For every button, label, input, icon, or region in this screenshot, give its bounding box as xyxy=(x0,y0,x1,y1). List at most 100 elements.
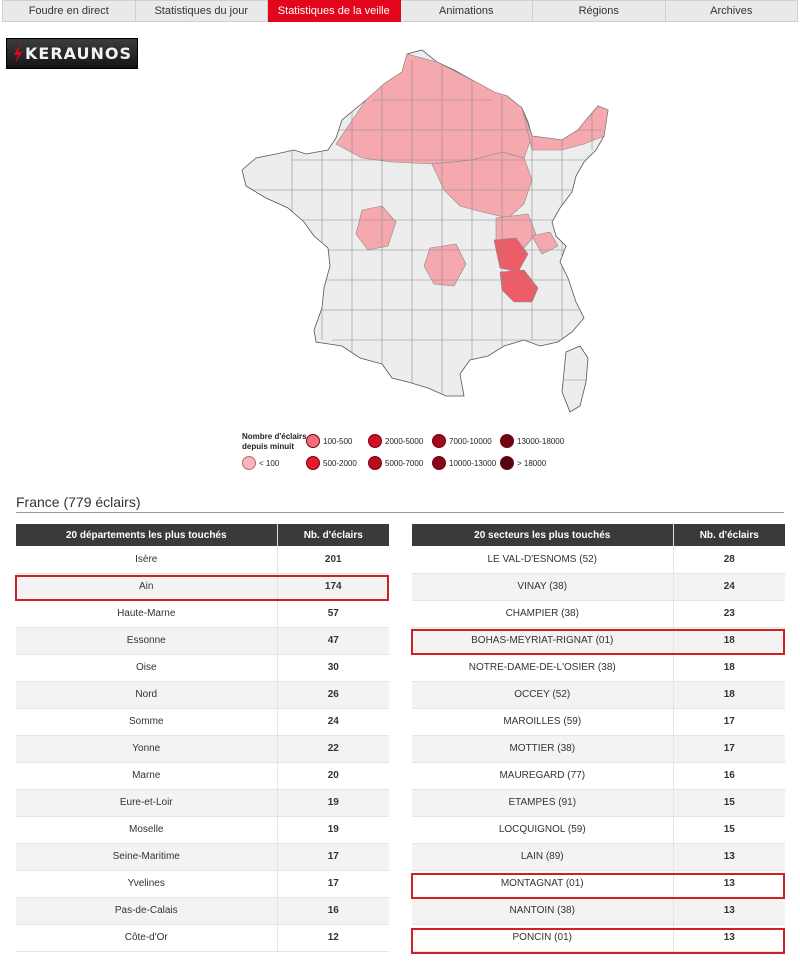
table-row: Yonne 22 xyxy=(16,735,389,763)
sector-count: 13 xyxy=(673,870,785,898)
legend-dot xyxy=(306,456,320,470)
nav-tabs: Foudre en direct Statistiques du jour St… xyxy=(2,0,798,22)
sector-name: VINAY (38) xyxy=(412,573,674,601)
sector-name: NOTRE-DAME-DE-L'OSIER (38) xyxy=(412,654,674,682)
legend-title: Nombre d'éclairs depuis minuit xyxy=(242,432,307,451)
department-count: 30 xyxy=(277,654,389,682)
departments-table: 20 départements les plus touchés Nb. d'é… xyxy=(16,524,389,952)
table-row: LOCQUIGNOL (59) 15 xyxy=(412,816,785,844)
legend-dot xyxy=(500,434,514,448)
sector-name: MOTTIER (38) xyxy=(412,735,674,763)
department-name: Haute-Marne xyxy=(16,600,278,628)
table-row: Marne 20 xyxy=(16,762,389,790)
legend-dot xyxy=(500,456,514,470)
tab-statistiques-de-la-veille[interactable]: Statistiques de la veille xyxy=(268,0,401,22)
department-count: 47 xyxy=(277,627,389,655)
department-count: 20 xyxy=(277,762,389,790)
france-lightning-map[interactable] xyxy=(232,40,612,420)
table-row: MOTTIER (38) 17 xyxy=(412,735,785,763)
sector-count: 18 xyxy=(673,654,785,682)
legend-dot xyxy=(306,434,320,448)
legend-item-gt-18000: > 18000 xyxy=(500,456,546,470)
keraunos-logo[interactable]: KERAUNOS xyxy=(6,38,138,69)
department-count: 17 xyxy=(277,843,389,871)
department-count: 19 xyxy=(277,816,389,844)
department-name: Seine-Maritime xyxy=(16,843,278,871)
sector-name: NANTOIN (38) xyxy=(412,897,674,925)
table-row: Ain 174 xyxy=(16,573,389,601)
sectors-header-name: 20 secteurs les plus touchés xyxy=(412,524,674,546)
sector-count: 24 xyxy=(673,573,785,601)
sector-name: CHAMPIER (38) xyxy=(412,600,674,628)
table-row: MONTAGNAT (01) 13 xyxy=(412,870,785,898)
department-count: 22 xyxy=(277,735,389,763)
sector-count: 18 xyxy=(673,627,785,655)
department-name: Oise xyxy=(16,654,278,682)
department-count: 174 xyxy=(277,573,389,601)
sector-count: 15 xyxy=(673,789,785,817)
sector-name: LAIN (89) xyxy=(412,843,674,871)
table-row: CHAMPIER (38) 23 xyxy=(412,600,785,628)
legend-item-10000-13000: 10000-13000 xyxy=(432,456,496,470)
table-row: Isère 201 xyxy=(16,546,389,574)
sector-name: BOHAS-MEYRIAT-RIGNAT (01) xyxy=(412,627,674,655)
sector-name: LOCQUIGNOL (59) xyxy=(412,816,674,844)
department-name: Somme xyxy=(16,708,278,736)
table-row: Pas-de-Calais 16 xyxy=(16,897,389,925)
department-name: Côte-d'Or xyxy=(16,924,278,952)
lightning-icon xyxy=(14,43,22,64)
legend-item-500-2000: 500-2000 xyxy=(306,456,357,470)
table-row: Moselle 19 xyxy=(16,816,389,844)
department-count: 17 xyxy=(277,870,389,898)
departments-header-name: 20 départements les plus touchés xyxy=(16,524,278,546)
sectors-header-count: Nb. d'éclairs xyxy=(673,524,785,546)
department-name: Pas-de-Calais xyxy=(16,897,278,925)
legend-dot xyxy=(432,456,446,470)
legend-item-5000-7000: 5000-7000 xyxy=(368,456,423,470)
table-row: NOTRE-DAME-DE-L'OSIER (38) 18 xyxy=(412,654,785,682)
sector-count: 28 xyxy=(673,546,785,574)
sectors-table: 20 secteurs les plus touchés Nb. d'éclai… xyxy=(412,524,785,952)
table-row: PONCIN (01) 13 xyxy=(412,924,785,952)
sector-name: OCCEY (52) xyxy=(412,681,674,709)
department-count: 201 xyxy=(277,546,389,574)
tab-animations[interactable]: Animations xyxy=(400,0,533,22)
table-row: LAIN (89) 13 xyxy=(412,843,785,871)
sector-count: 13 xyxy=(673,924,785,952)
legend-item-2000-5000: 2000-5000 xyxy=(368,434,423,448)
sector-count: 16 xyxy=(673,762,785,790)
table-row: MAUREGARD (77) 16 xyxy=(412,762,785,790)
department-count: 19 xyxy=(277,789,389,817)
tab-statistiques-du-jour[interactable]: Statistiques du jour xyxy=(135,0,268,22)
tab-archives[interactable]: Archives xyxy=(665,0,798,22)
table-row: VINAY (38) 24 xyxy=(412,573,785,601)
sector-count: 15 xyxy=(673,816,785,844)
table-header-row: 20 départements les plus touchés Nb. d'é… xyxy=(16,524,389,546)
legend-item-7000-10000: 7000-10000 xyxy=(432,434,492,448)
table-row: Côte-d'Or 12 xyxy=(16,924,389,952)
sector-count: 18 xyxy=(673,681,785,709)
legend-dot xyxy=(368,434,382,448)
france-summary-title: France (779 éclairs) xyxy=(16,494,141,510)
legend-dot xyxy=(432,434,446,448)
logo-text: KERAUNOS xyxy=(25,44,133,63)
sector-name: MAROILLES (59) xyxy=(412,708,674,736)
sector-name: PONCIN (01) xyxy=(412,924,674,952)
legend-dot xyxy=(368,456,382,470)
departments-header-count: Nb. d'éclairs xyxy=(277,524,389,546)
tab-foudre-en-direct[interactable]: Foudre en direct xyxy=(2,0,136,22)
department-count: 16 xyxy=(277,897,389,925)
department-name: Eure-et-Loir xyxy=(16,789,278,817)
department-name: Ain xyxy=(16,573,278,601)
sector-name: LE VAL-D'ESNOMS (52) xyxy=(412,546,674,574)
table-row: Haute-Marne 57 xyxy=(16,600,389,628)
table-header-row: 20 secteurs les plus touchés Nb. d'éclai… xyxy=(412,524,785,546)
department-count: 57 xyxy=(277,600,389,628)
table-row: OCCEY (52) 18 xyxy=(412,681,785,709)
tab-regions[interactable]: Régions xyxy=(533,0,666,22)
department-count: 26 xyxy=(277,681,389,709)
table-row: BOHAS-MEYRIAT-RIGNAT (01) 18 xyxy=(412,627,785,655)
department-name: Yonne xyxy=(16,735,278,763)
sector-name: MONTAGNAT (01) xyxy=(412,870,674,898)
sector-name: MAUREGARD (77) xyxy=(412,762,674,790)
